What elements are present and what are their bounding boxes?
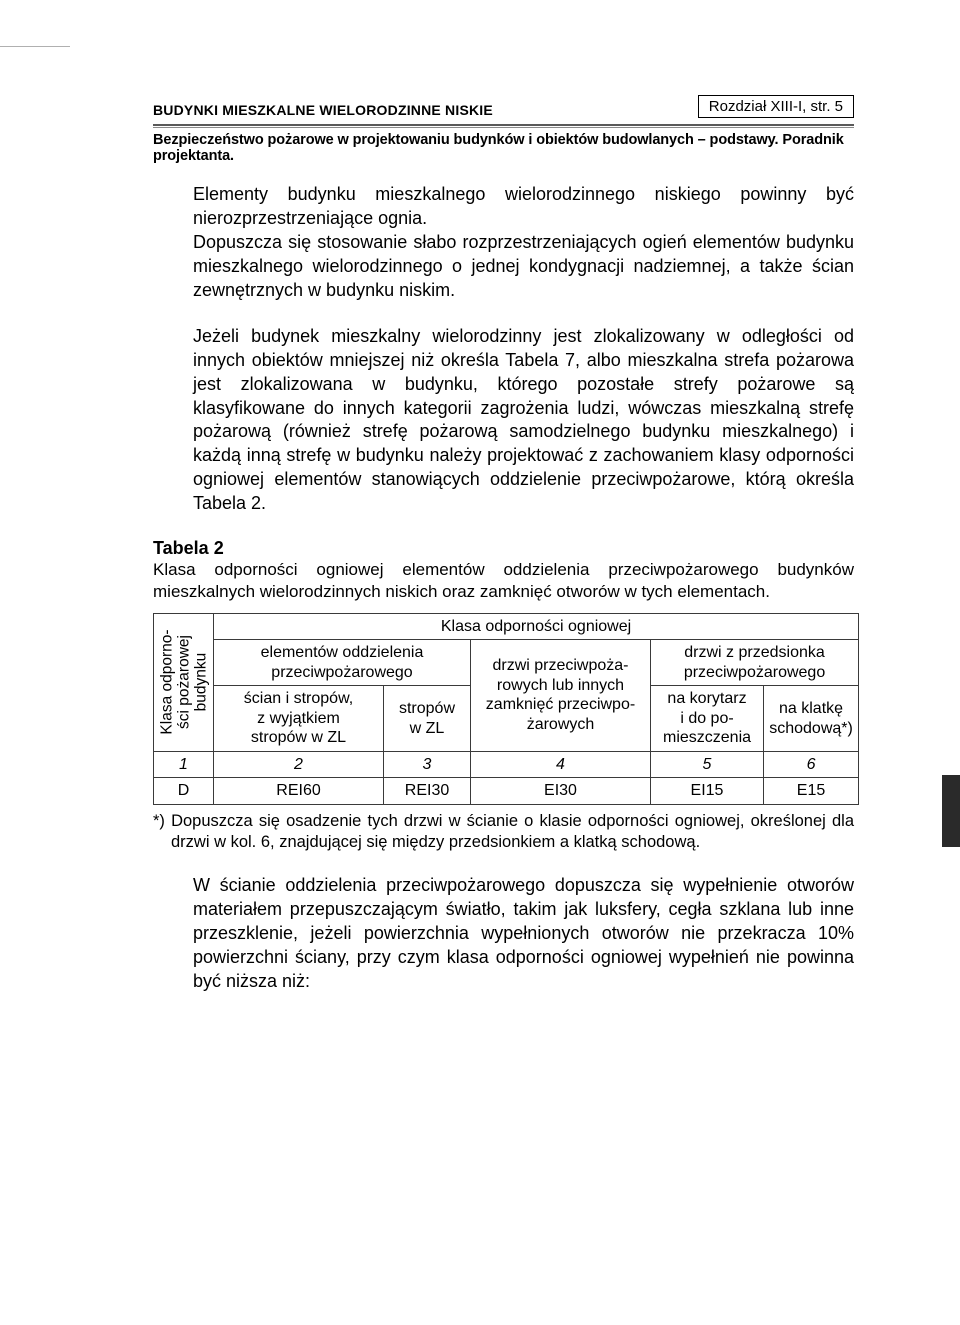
h-przed: drzwi z przedsionka przeciwpożarowego [651,640,859,686]
header-left: BUDYNKI MIESZKALNE WIELORODZINNE NISKIE [153,102,493,118]
table-data-row: D REI60 REI30 EI30 EI15 E15 [154,778,859,805]
table-row: Klasa odporno- ści pożarowej budynku Kla… [154,613,859,640]
header-subtitle: Bezpieczeństwo pożarowe w projektowaniu … [153,127,854,164]
h-korytarz: na korytarz i do po- mieszczenia [651,686,764,752]
table-number-row: 1 2 3 4 5 6 [154,751,859,778]
h-line: mieszczenia [663,729,751,746]
table-footnote: *) Dopuszcza się osadzenie tych drzwi w … [153,811,854,853]
table-caption: Klasa odporności ogniowej elementów oddz… [153,559,854,603]
h-line: stropów w ZL [251,729,346,746]
colnum: 1 [154,751,214,778]
rowhead-line: budynku [192,653,209,712]
h-line: na korytarz [667,690,746,707]
h-klatka: na klatkę schodową*) [764,686,859,752]
top-margin [0,0,960,50]
h-line: na klatkę [779,700,843,717]
side-thumb-tab [942,775,960,847]
h-drzwi: drzwi przeciwpoża- rowych lub innych zam… [471,640,651,752]
paragraph-1b: Dopuszcza się stosowanie słabo rozprzest… [193,232,854,300]
paragraph-2: Jeżeli budynek mieszkalny wielorodzinny … [193,325,854,517]
h-elem: elementów oddzielenia przeciwpożarowego [214,640,471,686]
table-title: Tabela 2 [153,538,854,559]
h-sciany: ścian i stropów, z wyjątkiem stropów w Z… [214,686,384,752]
body: Elementy budynku mieszkalnego wielorodzi… [193,183,854,994]
h-line: schodową*) [769,720,853,737]
paragraph-1: Elementy budynku mieszkalnego wielorodzi… [193,183,854,303]
h-line: stropów [399,700,455,717]
cell: D [154,778,214,805]
cell: E15 [764,778,859,805]
colnum: 5 [651,751,764,778]
h-line: i do po- [680,710,733,727]
colnum: 2 [214,751,384,778]
h-stropy: stropów w ZL [384,686,471,752]
h-line: w ZL [410,720,445,737]
header-right-box: Rozdział XIII-I, str. 5 [698,95,854,118]
h-line: z wyjątkiem [257,710,340,727]
paragraph-1a: Elementy budynku mieszkalnego wielorodzi… [193,184,854,228]
h-line: drzwi przeciwpoża- [492,657,628,674]
table: Klasa odporno- ści pożarowej budynku Kla… [153,613,859,805]
h-line: ścian i stropów, [244,690,353,707]
colnum: 3 [384,751,471,778]
h-line: rowych lub innych [497,677,624,694]
header-row: BUDYNKI MIESZKALNE WIELORODZINNE NISKIE … [153,95,854,126]
page: BUDYNKI MIESZKALNE WIELORODZINNE NISKIE … [0,0,960,1325]
rowhead-text: Klasa odporno- ści pożarowej budynku [158,630,209,735]
table-row: elementów oddzielenia przeciwpożarowego … [154,640,859,686]
cell: REI60 [214,778,384,805]
rowhead-line: Klasa odporno- [158,630,175,735]
rowhead-cell: Klasa odporno- ści pożarowej budynku [154,613,214,751]
cell: REI30 [384,778,471,805]
top-left-rule [0,46,70,47]
table-wrapper: Klasa odporno- ści pożarowej budynku Kla… [153,613,854,805]
rowhead-line: ści pożarowej [175,635,192,729]
paragraph-3: W ścianie oddzielenia przeciwpożarowego … [193,874,854,994]
colnum: 6 [764,751,859,778]
page-header: BUDYNKI MIESZKALNE WIELORODZINNE NISKIE … [153,95,854,164]
colnum: 4 [471,751,651,778]
cell: EI15 [651,778,764,805]
top-header: Klasa odporności ogniowej [214,613,859,640]
cell: EI30 [471,778,651,805]
h-line: zamknięć przeciwpo- [486,696,635,713]
h-line: żarowych [527,716,595,733]
